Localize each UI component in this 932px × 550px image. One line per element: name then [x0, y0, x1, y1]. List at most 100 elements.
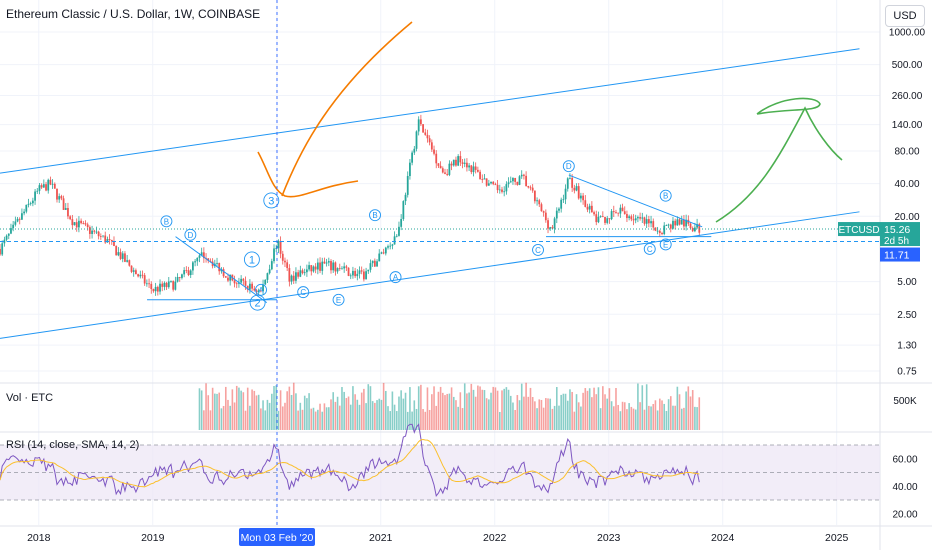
candle-body	[419, 119, 422, 125]
volume-bar	[650, 406, 652, 430]
candle-body	[685, 219, 688, 227]
candle-body	[474, 166, 477, 170]
candle-body	[323, 261, 326, 264]
candle-body	[29, 203, 32, 205]
candle-body	[450, 163, 453, 166]
volume-bar	[518, 400, 521, 430]
candle-body	[551, 227, 554, 229]
rsi-ma-line	[0, 438, 700, 488]
candle-body	[446, 173, 449, 175]
candle-body	[573, 187, 576, 191]
volume-bar	[667, 399, 670, 430]
volume-bar	[249, 405, 251, 430]
volume-bar	[586, 390, 589, 430]
candle-body	[520, 174, 523, 177]
candle-body	[485, 178, 488, 186]
volume-bar	[606, 398, 609, 430]
volume-bar	[198, 388, 201, 430]
candle-body	[512, 178, 514, 182]
volume-bar	[501, 390, 503, 430]
time-axis[interactable]: 2018 2019 Mon 03 Feb '20 2021 2022 2023 2024 20…	[27, 528, 849, 546]
candle-body	[108, 239, 111, 240]
volume-bar	[597, 387, 600, 430]
candle-body	[623, 211, 626, 215]
volume-bar	[442, 392, 444, 430]
volume-bar	[612, 406, 615, 430]
candle-body	[360, 270, 363, 272]
candle-body	[582, 195, 585, 201]
candle-body	[78, 220, 80, 228]
candle-body	[325, 262, 328, 264]
candle-body	[253, 288, 256, 291]
price-tick-label: 40.00	[894, 179, 919, 190]
candle-body	[240, 278, 243, 283]
candle-body	[82, 223, 85, 224]
volume-bar	[378, 398, 381, 430]
volume-bar	[582, 392, 584, 430]
volume-bar	[573, 411, 576, 430]
candle-body	[580, 195, 582, 199]
candle-body	[167, 281, 170, 288]
candle-body	[542, 211, 545, 213]
candle-body	[494, 184, 497, 185]
volume-bar	[321, 411, 324, 430]
candle-body	[42, 184, 45, 188]
volume-bar	[374, 402, 376, 430]
volume-bar	[595, 394, 598, 430]
candle-body	[233, 280, 236, 284]
volume-bar	[209, 410, 212, 430]
candle-body	[413, 148, 416, 153]
candle-body	[183, 270, 186, 275]
currency-button[interactable]: USD	[885, 5, 925, 27]
candle-body	[540, 204, 543, 212]
candle-body	[601, 216, 604, 218]
candles	[0, 114, 701, 296]
candle-body	[590, 205, 593, 213]
candle-body	[661, 233, 663, 235]
candle-body	[7, 233, 10, 236]
volume-bar	[687, 386, 690, 430]
price-axis[interactable]: 1000.00 500.00 260.00 140.00 80.00 40.00 20.00…	[889, 28, 926, 521]
channel-lower-line	[0, 211, 860, 339]
volume-bar	[468, 392, 470, 430]
candle-body	[266, 273, 269, 280]
volume-bar	[505, 387, 508, 430]
volume-bar	[656, 410, 659, 430]
volume-bar	[264, 410, 267, 430]
candle-body	[393, 236, 396, 245]
volume-bar	[398, 396, 400, 430]
candle-body	[461, 162, 464, 164]
rsi-tick-label: 60.00	[892, 454, 917, 465]
candle-body	[395, 235, 398, 237]
candle-body	[88, 227, 91, 234]
candle-body	[555, 210, 558, 219]
volume-bar	[496, 390, 499, 430]
volume-bar	[231, 389, 234, 430]
volume-bar	[281, 406, 284, 430]
candle-body	[378, 253, 381, 262]
candle-body	[503, 191, 506, 193]
candle-body	[347, 267, 350, 276]
volume-bar	[415, 408, 418, 430]
candle-body	[663, 225, 666, 235]
volume-bar	[308, 393, 310, 430]
volume-bar	[303, 395, 306, 430]
candle-body	[23, 211, 26, 214]
volume-bar	[485, 398, 488, 430]
volume-bar	[558, 405, 560, 430]
volume-bar	[363, 388, 365, 430]
volume-bar	[474, 396, 477, 430]
volume-bar	[593, 387, 595, 430]
volume-bar	[200, 390, 203, 430]
wave-label-text: D	[566, 162, 572, 171]
volume-bar	[347, 396, 350, 430]
volume-bar	[463, 383, 466, 430]
candle-body	[216, 262, 218, 264]
candle-body	[143, 275, 146, 284]
candle-body	[262, 284, 264, 292]
triangle-upper-line	[568, 174, 703, 228]
candle-body	[176, 277, 179, 282]
price-tick-label: 1000.00	[889, 28, 926, 39]
